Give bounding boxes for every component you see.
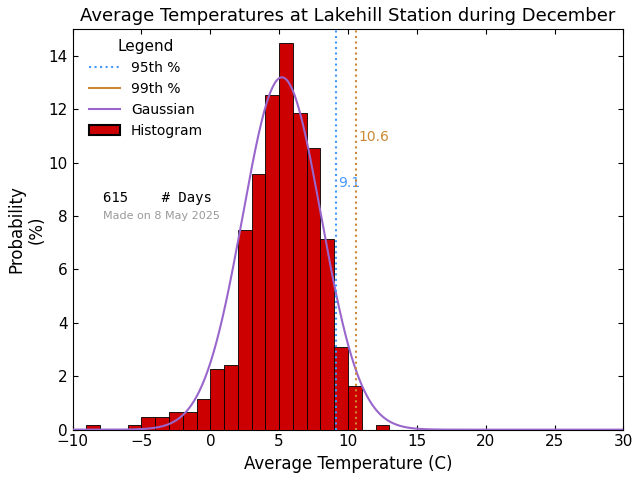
Text: Made on 8 May 2025: Made on 8 May 2025: [103, 212, 220, 221]
Legend: 95th %, 99th %, Gaussian, Histogram: 95th %, 99th %, Gaussian, Histogram: [84, 33, 209, 143]
Bar: [141, 417, 156, 430]
Bar: [321, 239, 334, 430]
Bar: [183, 412, 196, 430]
Bar: [266, 96, 279, 430]
Bar: [279, 43, 293, 430]
Bar: [196, 399, 211, 430]
Bar: [334, 347, 348, 430]
Bar: [348, 386, 362, 430]
Text: 615    # Days: 615 # Days: [103, 192, 212, 205]
X-axis label: Average Temperature (C): Average Temperature (C): [244, 455, 452, 473]
Title: Average Temperatures at Lakehill Station during December: Average Temperatures at Lakehill Station…: [80, 7, 616, 25]
Bar: [128, 425, 141, 430]
Bar: [169, 412, 183, 430]
Bar: [376, 425, 389, 430]
Bar: [86, 425, 100, 430]
Bar: [238, 230, 252, 430]
Bar: [224, 364, 238, 430]
Text: 9.1: 9.1: [338, 176, 360, 190]
Bar: [252, 174, 266, 430]
Bar: [156, 417, 169, 430]
Y-axis label: Probability
(%): Probability (%): [7, 186, 45, 274]
Bar: [293, 113, 307, 430]
Text: 10.6: 10.6: [358, 131, 389, 144]
Bar: [211, 369, 224, 430]
Bar: [307, 147, 321, 430]
